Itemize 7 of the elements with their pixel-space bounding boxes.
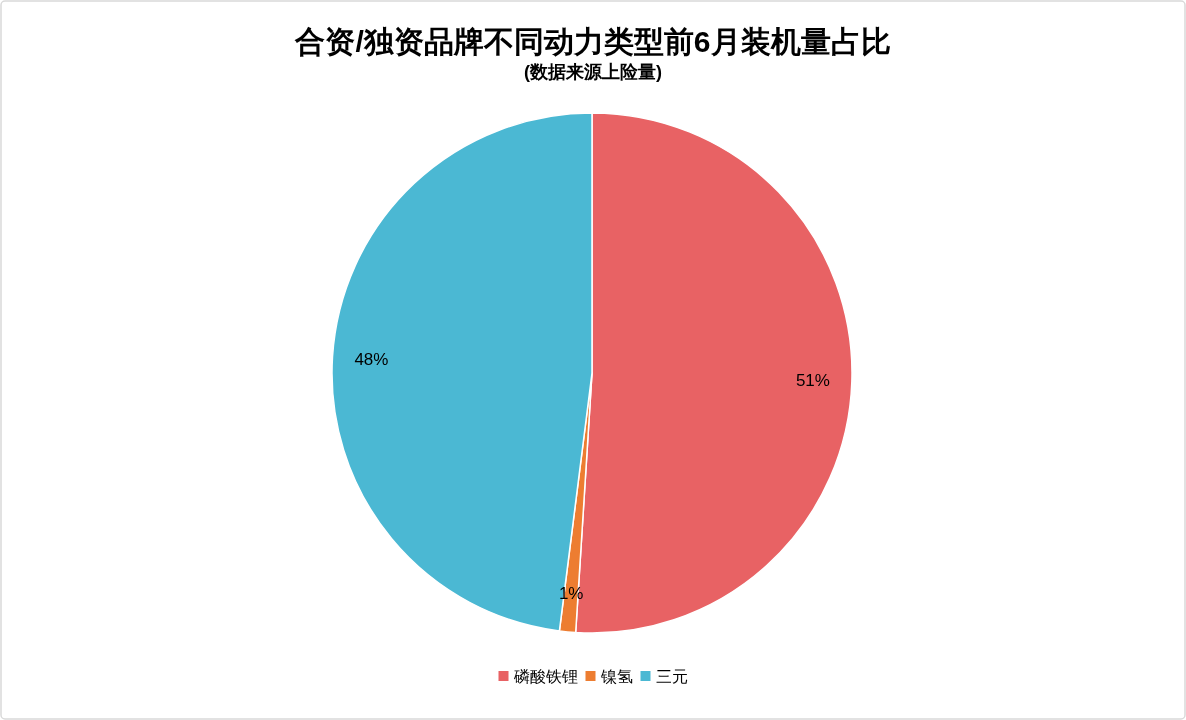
legend-label: 镍氢: [599, 668, 633, 685]
chart-subtitle: (数据来源上险量): [524, 62, 662, 82]
data-label: 51%: [795, 370, 830, 390]
chart-title: 合资/独资品牌不同动力类型前6月装机量占比: [294, 25, 891, 58]
data-label: 48%: [354, 350, 389, 370]
legend-label: 磷酸铁锂: [512, 668, 578, 685]
legend-label: 三元: [655, 668, 688, 685]
